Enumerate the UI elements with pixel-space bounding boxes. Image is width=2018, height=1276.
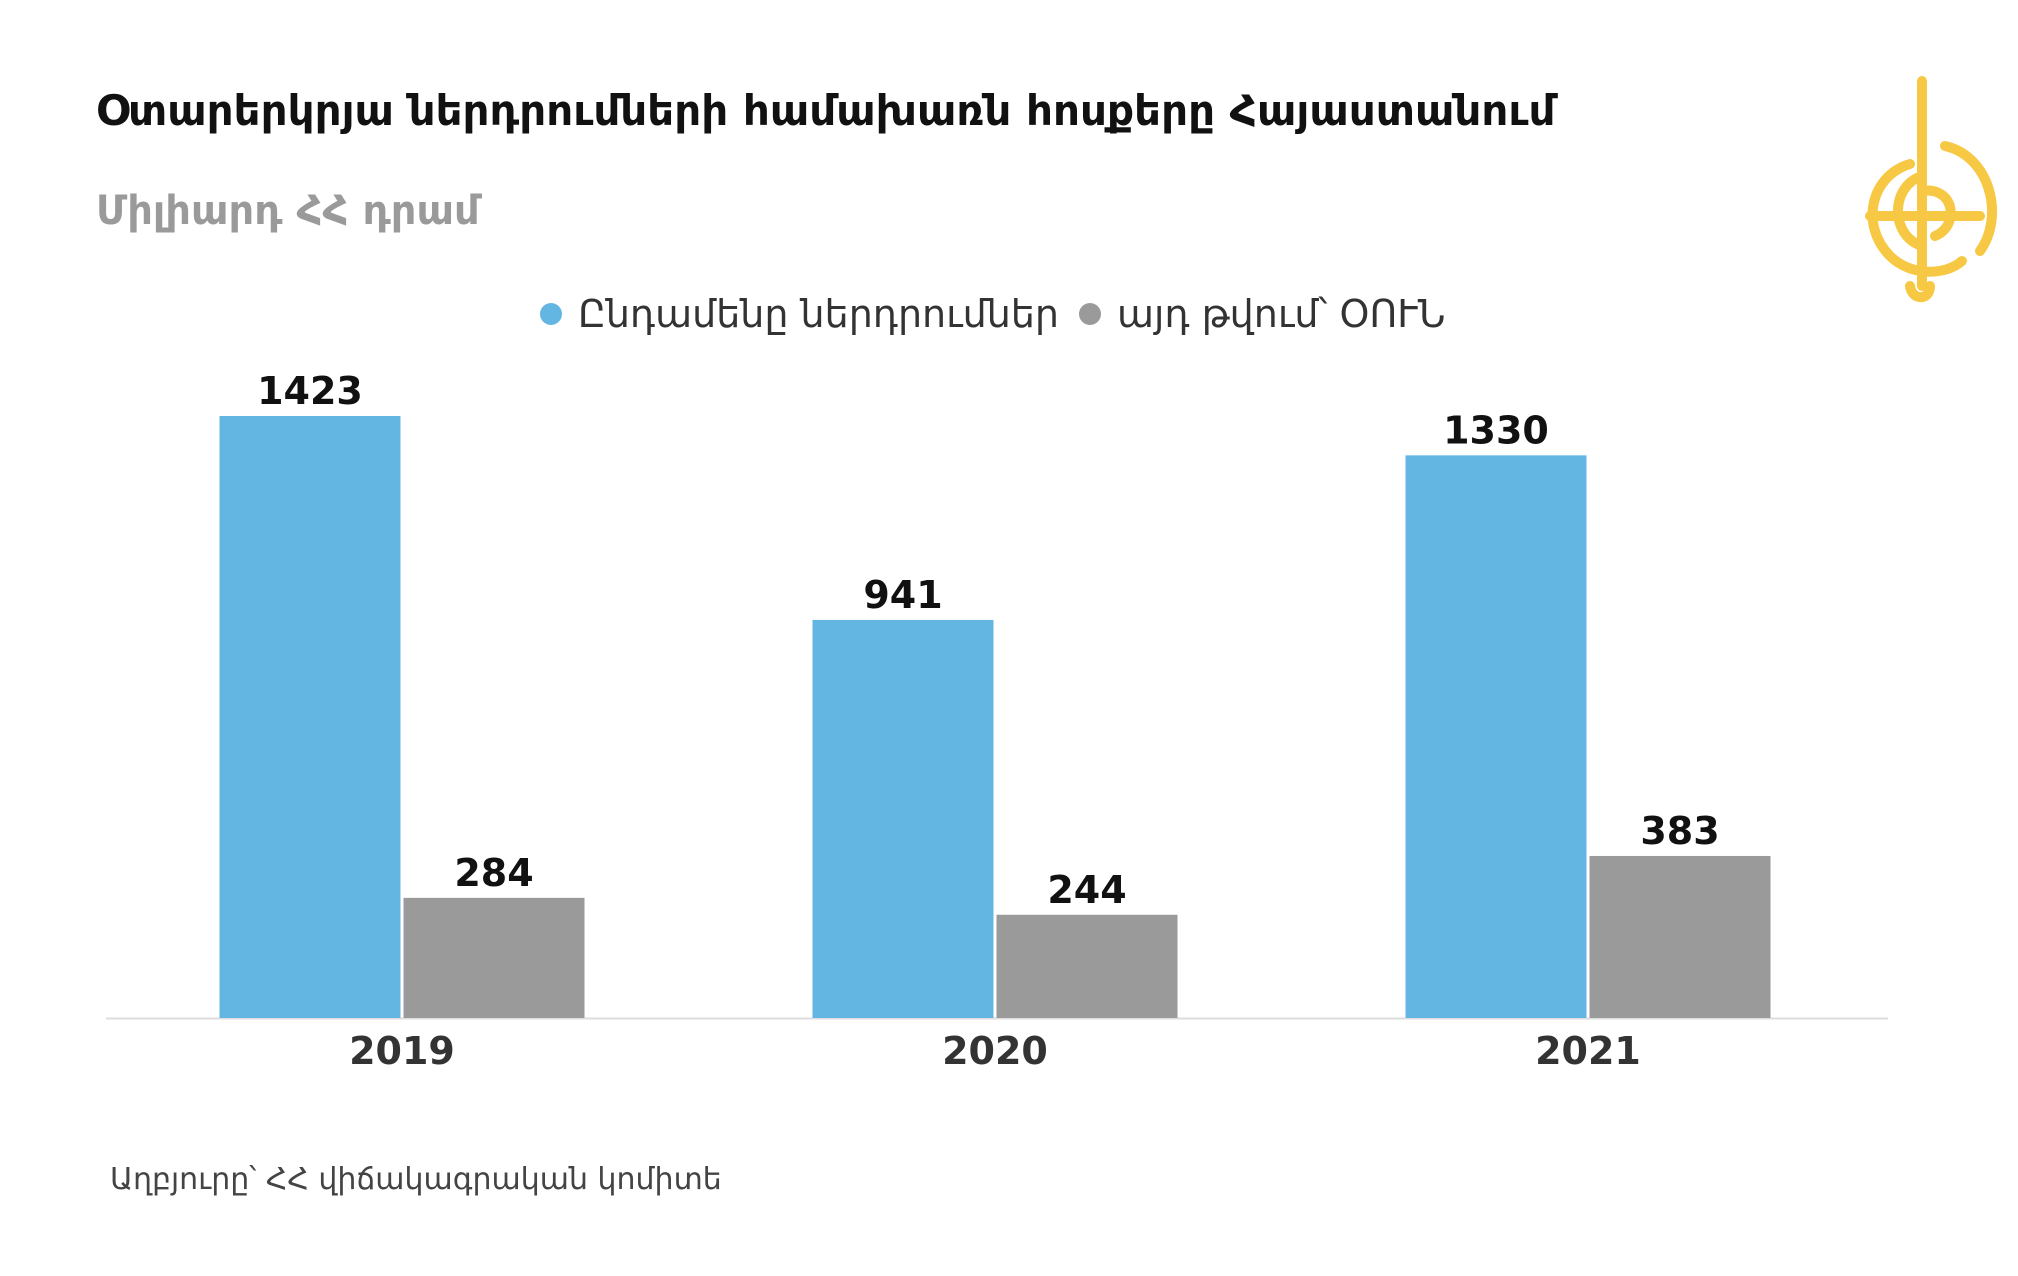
source-note: Աղբյուրը՝ ՀՀ վիճակագրական կոմիտե xyxy=(110,1162,722,1197)
legend-item-total: Ընդամենը ներդրումներ xyxy=(540,292,1059,336)
legend-label-total: Ընդամենը ներդրումներ xyxy=(578,292,1059,336)
data-label-fdi-2020: 244 xyxy=(1047,868,1126,912)
legend-label-fdi: այդ թվում՝ ՕՈՒՆ xyxy=(1117,292,1446,336)
data-label-total-2020: 941 xyxy=(863,573,942,617)
data-label-total-2019: 1423 xyxy=(257,369,363,413)
legend-dot-fdi xyxy=(1079,303,1101,325)
legend-item-fdi: այդ թվում՝ ՕՈՒՆ xyxy=(1079,292,1445,336)
globe-lyre-logo-icon xyxy=(1865,76,1998,303)
data-label-fdi-2021: 383 xyxy=(1640,809,1719,853)
chart-title: Օտարերկրյա ներդրումների համախառն հոսքերը… xyxy=(96,86,1556,135)
legend-dot-total xyxy=(540,303,562,325)
bar-fdi-2020 xyxy=(996,914,1178,1018)
chart-subtitle: Միլիարդ ՀՀ դրամ xyxy=(96,188,480,234)
bar-fdi-2019 xyxy=(403,897,585,1018)
x-tick-label-2021: 2021 xyxy=(1535,1029,1641,1073)
data-label-fdi-2019: 284 xyxy=(454,851,533,895)
data-label-total-2021: 1330 xyxy=(1443,408,1549,452)
bar-total-2020 xyxy=(812,619,994,1018)
x-tick-label-2020: 2020 xyxy=(942,1029,1048,1073)
chart-legend: Ընդամենը ներդրումներ այդ թվում՝ ՕՈՒՆ xyxy=(540,292,1465,336)
bar-fdi-2021 xyxy=(1589,855,1771,1018)
x-tick-label-2019: 2019 xyxy=(349,1029,455,1073)
bar-total-2021 xyxy=(1405,455,1587,1018)
bar-total-2019 xyxy=(219,416,401,1018)
